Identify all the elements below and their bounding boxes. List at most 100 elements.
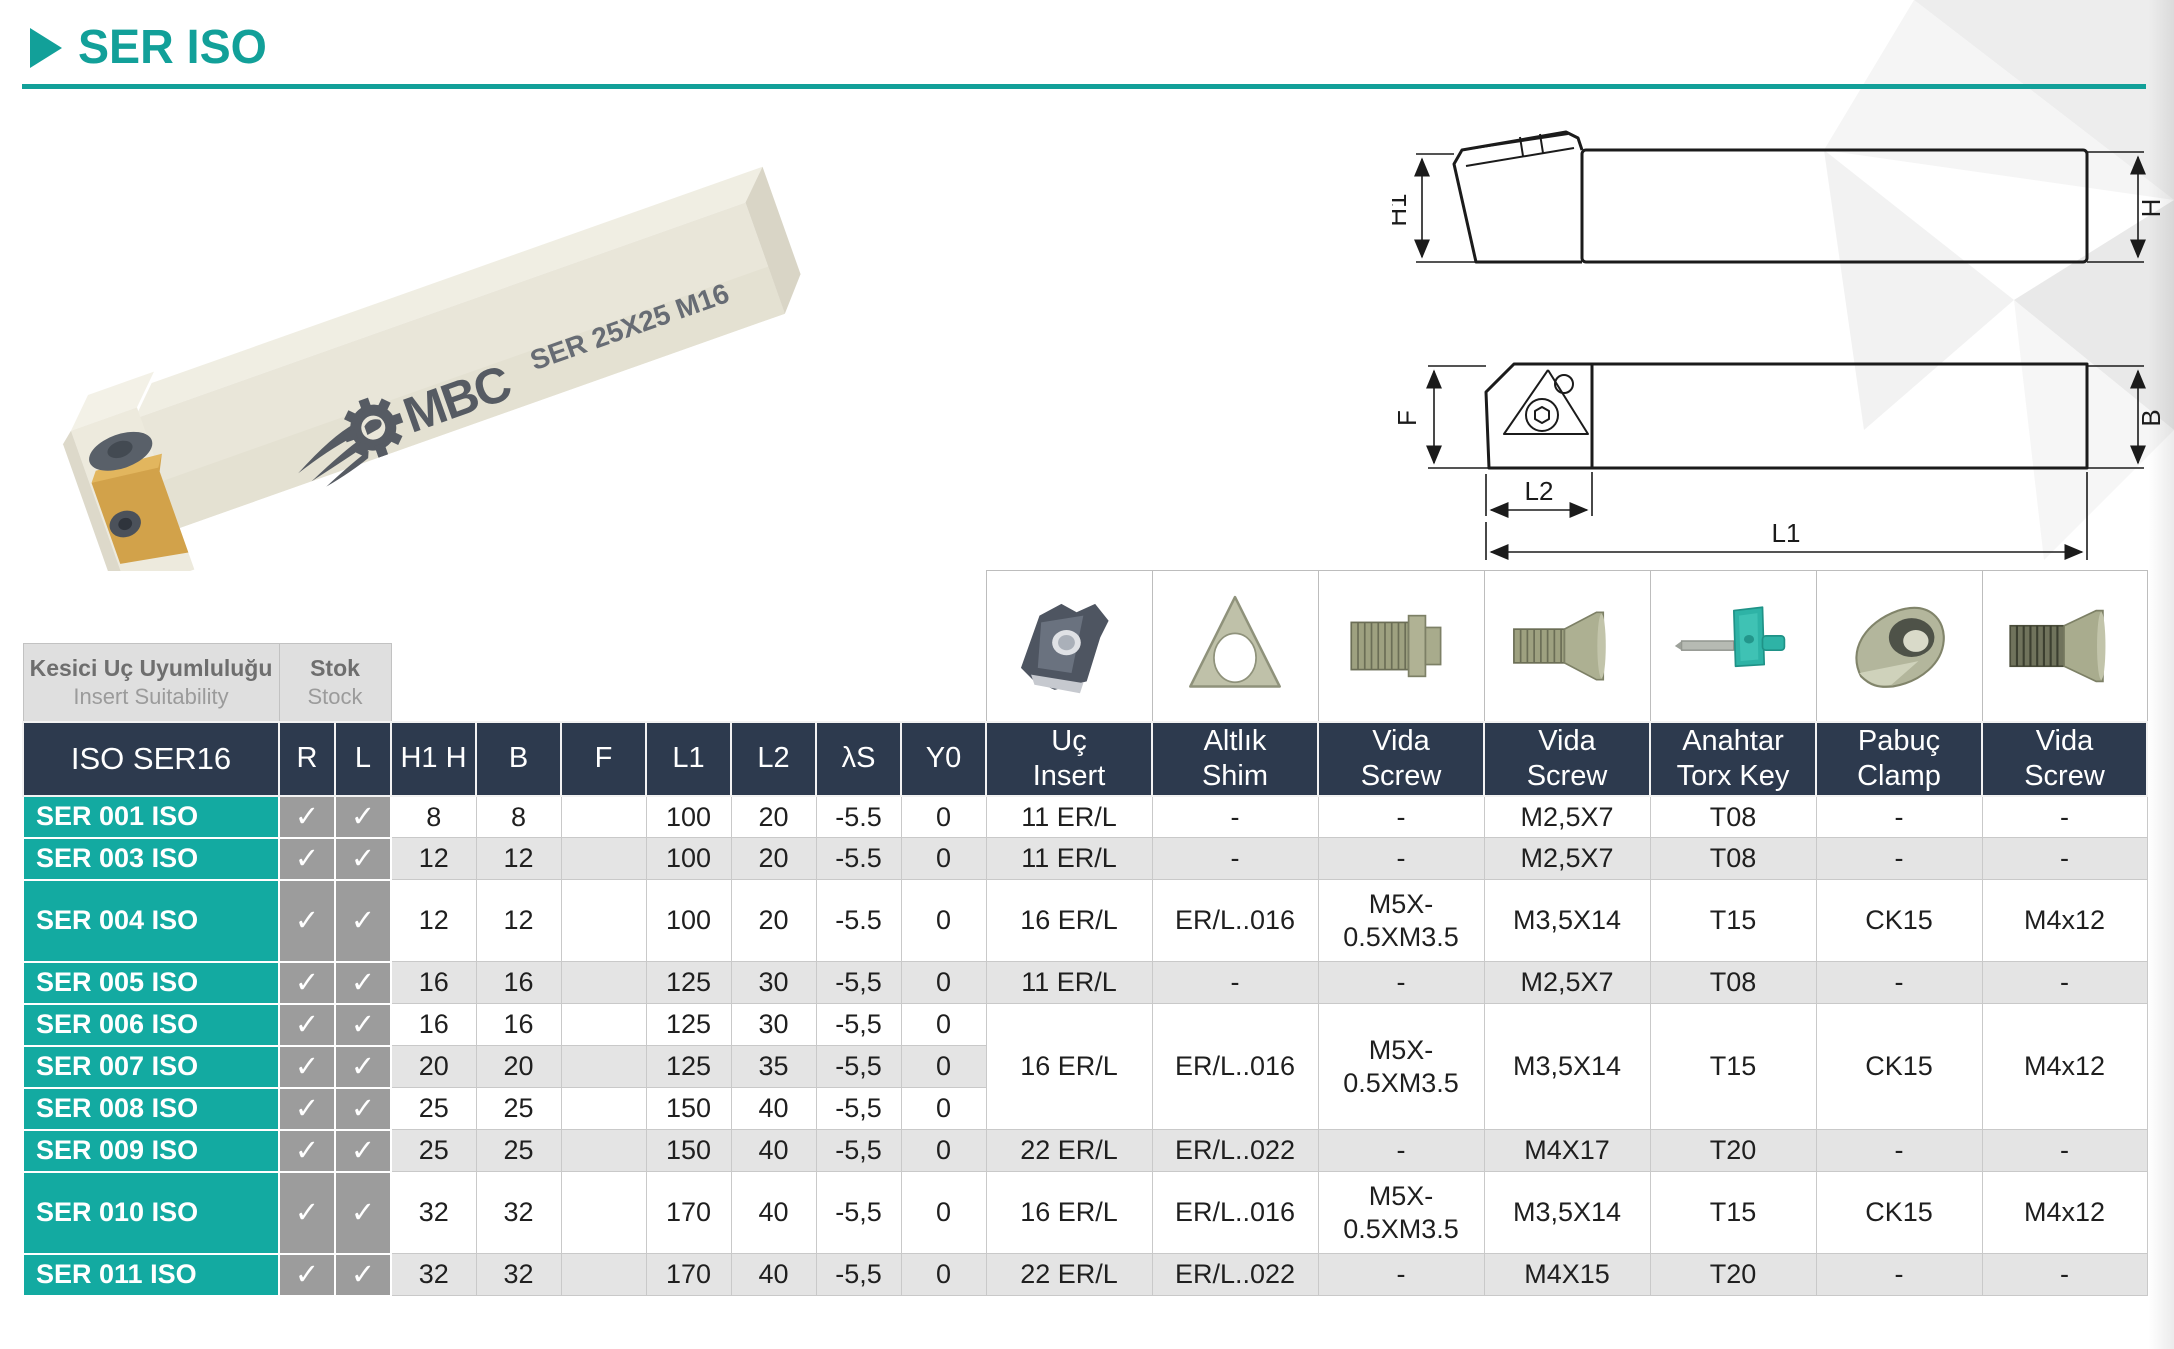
part-value-cell-3: M2,5X7 — [1483, 795, 1651, 839]
part-value-cell-0: 22 ER/L — [985, 1253, 1153, 1297]
spec-cell-l1: 100 — [645, 837, 732, 881]
spec-cell-h1h: 12 — [390, 879, 477, 963]
table-top-spacer — [23, 571, 986, 644]
part-value-cell-0: 11 ER/L — [985, 837, 1153, 881]
part-value-cell-3: M4X17 — [1483, 1129, 1651, 1173]
stock-label-tr: Stok — [310, 655, 360, 682]
spec-table: Kesici Uç Uyumluluğu Insert Suitability … — [22, 570, 2148, 1297]
stock-check-r-cell: ✓ — [278, 1086, 336, 1131]
part-value-cell-5: - — [1815, 1129, 1983, 1173]
spec-cell-y0: 0 — [900, 879, 987, 963]
shim-screw-icon — [1320, 572, 1483, 720]
spec-row: SER 005 ISO ✓ ✓ 16 16 125 30 -5,5 0 11 ER/L - - M2,5… — [22, 960, 2148, 1005]
part-value-cell-1: ER/L..022 — [1151, 1253, 1319, 1297]
spec-cell-l2: 40 — [730, 1171, 817, 1255]
col-header-r: R — [278, 721, 336, 797]
part-value-cell-4: T08 — [1649, 961, 1817, 1005]
model-cell: SER 006 ISO — [22, 1002, 280, 1047]
dim-label-h: H — [2136, 199, 2166, 218]
spec-cell-l1: 100 — [645, 879, 732, 963]
insert-suitability-label-en: Insert Suitability — [73, 683, 229, 709]
spec-cell-f — [560, 837, 647, 881]
stock-check-l-cell: ✓ — [334, 1086, 392, 1131]
spec-cell-ls: -5,5 — [815, 1003, 902, 1047]
spec-cell-ls: -5.5 — [815, 879, 902, 963]
spec-cell-f — [560, 1003, 647, 1047]
part-value-cell-1: ER/L..022 — [1151, 1129, 1319, 1173]
part-value-cell-5: - — [1815, 795, 1983, 839]
stock-check-r-cell: ✓ — [278, 1044, 336, 1089]
spec-cell-y0: 0 — [900, 1003, 987, 1047]
product-photo: MBC SER 25X25 M16 — [28, 126, 858, 593]
spec-cell-f — [560, 1171, 647, 1255]
spec-cell-y0: 0 — [900, 1045, 987, 1089]
stock-check-r-cell: ✓ — [278, 1002, 336, 1047]
spec-cell-ls: -5.5 — [815, 837, 902, 881]
spec-cell-l1: 125 — [645, 1045, 732, 1089]
spec-cell-b: 20 — [475, 1045, 562, 1089]
spec-row: SER 007 ISO ✓ ✓ 20 20 125 35 -5,5 0 — [22, 1044, 2147, 1089]
spec-cell-h1h: 20 — [390, 1045, 477, 1089]
part-value-cell-5: CK15 — [1815, 1171, 1983, 1255]
spec-cell-b: 32 — [475, 1253, 562, 1297]
spec-cell-l1: 150 — [645, 1129, 732, 1173]
spec-cell-y0: 0 — [900, 1253, 987, 1297]
model-cell: SER 011 ISO — [22, 1252, 280, 1297]
spec-cell-b: 12 — [475, 837, 562, 881]
section-arrow-icon — [30, 27, 62, 68]
col-header-f: F — [560, 721, 647, 797]
model-cell: SER 003 ISO — [22, 836, 280, 881]
toolholder-photo: MBC SER 25X25 M16 — [62, 166, 801, 593]
spec-cell-l1: 125 — [645, 1003, 732, 1047]
clamp-screw-icon — [1984, 572, 2146, 720]
col-header-h1h: H1 H — [390, 721, 477, 797]
stock-check-r-cell: ✓ — [278, 878, 336, 963]
spec-cell-h1h: 12 — [390, 837, 477, 881]
dim-label-f: F — [1392, 410, 1422, 426]
part-value-cell-0: 11 ER/L — [985, 795, 1153, 839]
col-header-model: ISO SER16 — [22, 721, 280, 797]
part-value-cell-4: T08 — [1649, 795, 1817, 839]
spec-cell-l1: 150 — [645, 1087, 732, 1131]
stock-header: Stok Stock — [278, 642, 392, 723]
dim-label-l2: L2 — [1525, 476, 1554, 506]
stock-check-r-cell: ✓ — [278, 1252, 336, 1297]
spec-row: SER 009 ISO ✓ ✓ 25 25 150 40 -5,5 0 22 ER/L ER/L..… — [22, 1128, 2148, 1173]
stock-check-l-cell: ✓ — [334, 1044, 392, 1089]
spec-cell-f — [560, 879, 647, 963]
part-value-cell-0: 11 ER/L — [985, 961, 1153, 1005]
spec-cell-y0: 0 — [900, 961, 987, 1005]
spec-row: SER 001 ISO ✓ ✓ 8 8 100 20 -5.5 0 11 ER/L - - M2,5X7… — [22, 794, 2148, 839]
part-value-cell-1: - — [1151, 961, 1319, 1005]
spec-cell-y0: 0 — [900, 1087, 987, 1131]
col-header-shim-screw: Vida Screw — [1317, 721, 1485, 797]
part-value-cell-2: - — [1317, 1129, 1485, 1173]
mbc-logo-icon — [298, 397, 404, 487]
spec-cell-f — [560, 1087, 647, 1131]
part-value-cell-0: 16 ER/L — [985, 1171, 1153, 1255]
spec-row: SER 010 ISO ✓ ✓ 32 32 170 40 -5,5 0 16 ER/L ER/L..… — [22, 1170, 2148, 1255]
insert-icon — [988, 572, 1151, 720]
part-value-cell-4: T15 — [1649, 879, 1817, 963]
part-value-cell-3: M3,5X14 — [1483, 1003, 1651, 1131]
spec-cell-h1h: 16 — [390, 961, 477, 1005]
spec-cell-y0: 0 — [900, 1171, 987, 1255]
clamp-icon — [1818, 572, 1981, 720]
spec-cell-ls: -5,5 — [815, 1087, 902, 1131]
spec-cell-f — [560, 1253, 647, 1297]
title-underline — [22, 84, 2146, 89]
toolholder-end-face — [745, 166, 801, 314]
part-value-cell-2: M5X- 0.5XM3.5 — [1317, 1003, 1485, 1131]
part-value-cell-6: - — [1981, 795, 2148, 839]
model-cell: SER 005 ISO — [22, 960, 280, 1005]
col-header-l2: L2 — [730, 721, 817, 797]
part-value-cell-4: T20 — [1649, 1253, 1817, 1297]
stock-check-l-cell: ✓ — [334, 1170, 392, 1255]
stock-check-r-cell: ✓ — [278, 960, 336, 1005]
col-header-b: B — [475, 721, 562, 797]
stock-check-l-cell: ✓ — [334, 794, 392, 839]
stock-check-l-cell: ✓ — [334, 960, 392, 1005]
insert-suitability-header: Kesici Uç Uyumluluğu Insert Suitability — [22, 642, 280, 723]
spec-cell-l1: 170 — [645, 1171, 732, 1255]
spec-cell-l1: 170 — [645, 1253, 732, 1297]
